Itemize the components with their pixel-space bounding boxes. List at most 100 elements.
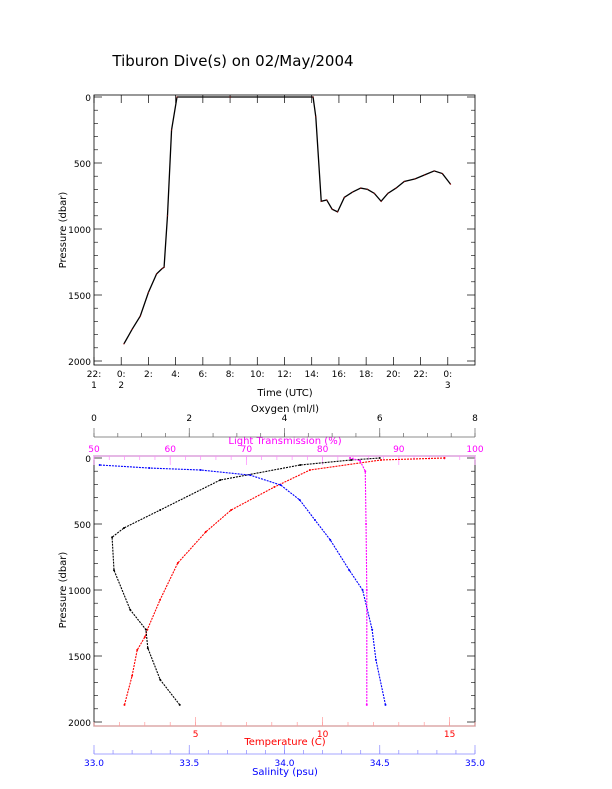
top-y-tick-label: 1000 <box>68 226 91 236</box>
dive-pressure-point <box>170 129 173 131</box>
salinity-tick-label: 33.5 <box>179 759 199 769</box>
oxygen-profile-point <box>129 608 132 611</box>
oxygen-profile-point <box>146 647 149 650</box>
oxygen-profile-point <box>123 526 126 529</box>
salinity-profile-point <box>279 484 282 487</box>
temperature-profile-point <box>443 457 446 459</box>
transmission-tick-label: 100 <box>466 445 483 455</box>
top-x-tick-day: 3 <box>445 381 451 391</box>
transmission-tick-label: 80 <box>317 445 329 455</box>
temperature-profile-point <box>230 509 233 512</box>
temperature-profile-point <box>131 674 134 677</box>
dive-pressure-point <box>414 178 416 180</box>
dive-pressure-point <box>449 183 452 185</box>
salinity-profile-point <box>148 467 151 470</box>
salinity-profile-point <box>361 589 364 591</box>
salinity-profile-point <box>313 519 316 522</box>
top-x-tick-label: 0: <box>117 370 126 380</box>
dive-pressure-point <box>373 192 375 194</box>
bottom-y-axis-label: Pressure (dbar) <box>58 552 69 629</box>
dive-pressure-point <box>155 273 158 275</box>
temperature-tick-label: 5 <box>193 730 199 740</box>
top-y-tick-label: 0 <box>85 94 91 104</box>
temperature-profile-point <box>273 486 276 489</box>
top-x-tick-label: 6: <box>198 370 207 380</box>
dive-pressure-point <box>331 208 333 210</box>
oxygen-profile-point <box>378 457 381 459</box>
transmission-tick-label: 70 <box>241 445 253 455</box>
top-y-tick-label: 2000 <box>68 358 91 368</box>
top-x-tick-label: 12: <box>277 370 291 380</box>
salinity-profile-point <box>199 469 202 472</box>
salinity-tick-label: 35.0 <box>465 759 485 769</box>
dive-pressure-point <box>147 291 150 293</box>
temperature-profile-point <box>176 561 179 564</box>
top-x-axis-label: Time (UTC) <box>256 388 312 399</box>
top-plot-frame <box>93 94 476 366</box>
transmission-tick-label: 50 <box>88 445 100 455</box>
top-x-tick-label: 4: <box>171 370 180 380</box>
dive-pressure-point <box>176 96 178 98</box>
oxygen-axis-label: Oxygen (ml/l) <box>251 404 319 415</box>
salinity-tick-label: 33.0 <box>84 759 104 769</box>
top-x-tick-label: 14: <box>304 370 318 380</box>
temperature-profile-point <box>146 628 149 631</box>
dive-pressure-point <box>166 215 169 217</box>
dive-pressure-point <box>123 343 125 345</box>
salinity-profile-point <box>329 538 332 541</box>
light-transmission-profile-point <box>358 459 361 462</box>
bottom-y-tick-label: 1000 <box>68 587 91 597</box>
oxygen-profile-point <box>178 703 181 706</box>
temperature-tick-label: 15 <box>444 730 455 740</box>
oxygen-tick-label: 8 <box>472 414 478 424</box>
transmission-tick-label: 90 <box>393 445 405 455</box>
transmission-tick-label: 60 <box>164 445 176 455</box>
oxygen-tick-label: 0 <box>91 414 97 424</box>
salinity-profile-point <box>98 463 101 466</box>
temperature-profile-point <box>136 649 139 652</box>
salinity-tick-label: 34.5 <box>370 759 390 769</box>
transmission-axis-label: Light Transmission (%) <box>228 436 341 447</box>
temperature-profile-point <box>308 469 311 472</box>
dive-pressure-point <box>343 196 345 198</box>
top-y-tick-label: 1500 <box>68 292 91 302</box>
top-x-tick-label: 22: <box>413 370 427 380</box>
top-x-tick-label: 22: <box>87 370 101 380</box>
oxygen-tick-label: 4 <box>282 414 288 424</box>
dive-pressure-point <box>336 211 339 213</box>
temperature-profile-line <box>123 457 445 705</box>
top-x-tick-label: 0: <box>443 370 452 380</box>
salinity-profile-point <box>384 703 387 706</box>
oxygen-profile-point <box>113 569 116 572</box>
dive-pressure-point <box>403 180 405 183</box>
dive-pressure-point <box>433 170 435 172</box>
temperature-profile-point <box>204 530 207 533</box>
oxygen-profile-point <box>350 458 353 461</box>
dive-pressure-point <box>441 172 443 175</box>
dive-pressure-point <box>424 174 426 176</box>
chart-title: Tiburon Dive(s) on 02/May/2004 <box>111 52 353 70</box>
dive-pressure-point <box>387 192 389 194</box>
dive-pressure-point <box>163 266 165 268</box>
dive-pressure-point <box>380 200 382 202</box>
light-transmission-profile-line <box>349 457 368 705</box>
oxygen-profile-point <box>159 678 162 681</box>
oxygen-profile-point <box>159 509 162 512</box>
top-y-axis-label: Pressure (dbar) <box>58 192 69 269</box>
top-x-tick-label: 10: <box>250 370 264 380</box>
oxygen-profile-point <box>219 479 222 482</box>
salinity-profile-point <box>249 474 252 477</box>
top-x-tick-label: 20: <box>386 370 400 380</box>
oxygen-tick-label: 6 <box>377 414 383 424</box>
top-x-tick-day: 2 <box>118 381 124 391</box>
dive-pressure-point <box>315 116 317 118</box>
oxygen-profile-point <box>144 628 147 631</box>
salinity-tick-label: 34.0 <box>274 759 294 769</box>
top-x-tick-day: 1 <box>91 381 97 391</box>
light-transmission-profile-point <box>365 703 368 706</box>
dive-pressure-point <box>366 188 369 190</box>
dive-pressure-point <box>320 200 322 202</box>
dive-pressure-point <box>312 96 314 98</box>
